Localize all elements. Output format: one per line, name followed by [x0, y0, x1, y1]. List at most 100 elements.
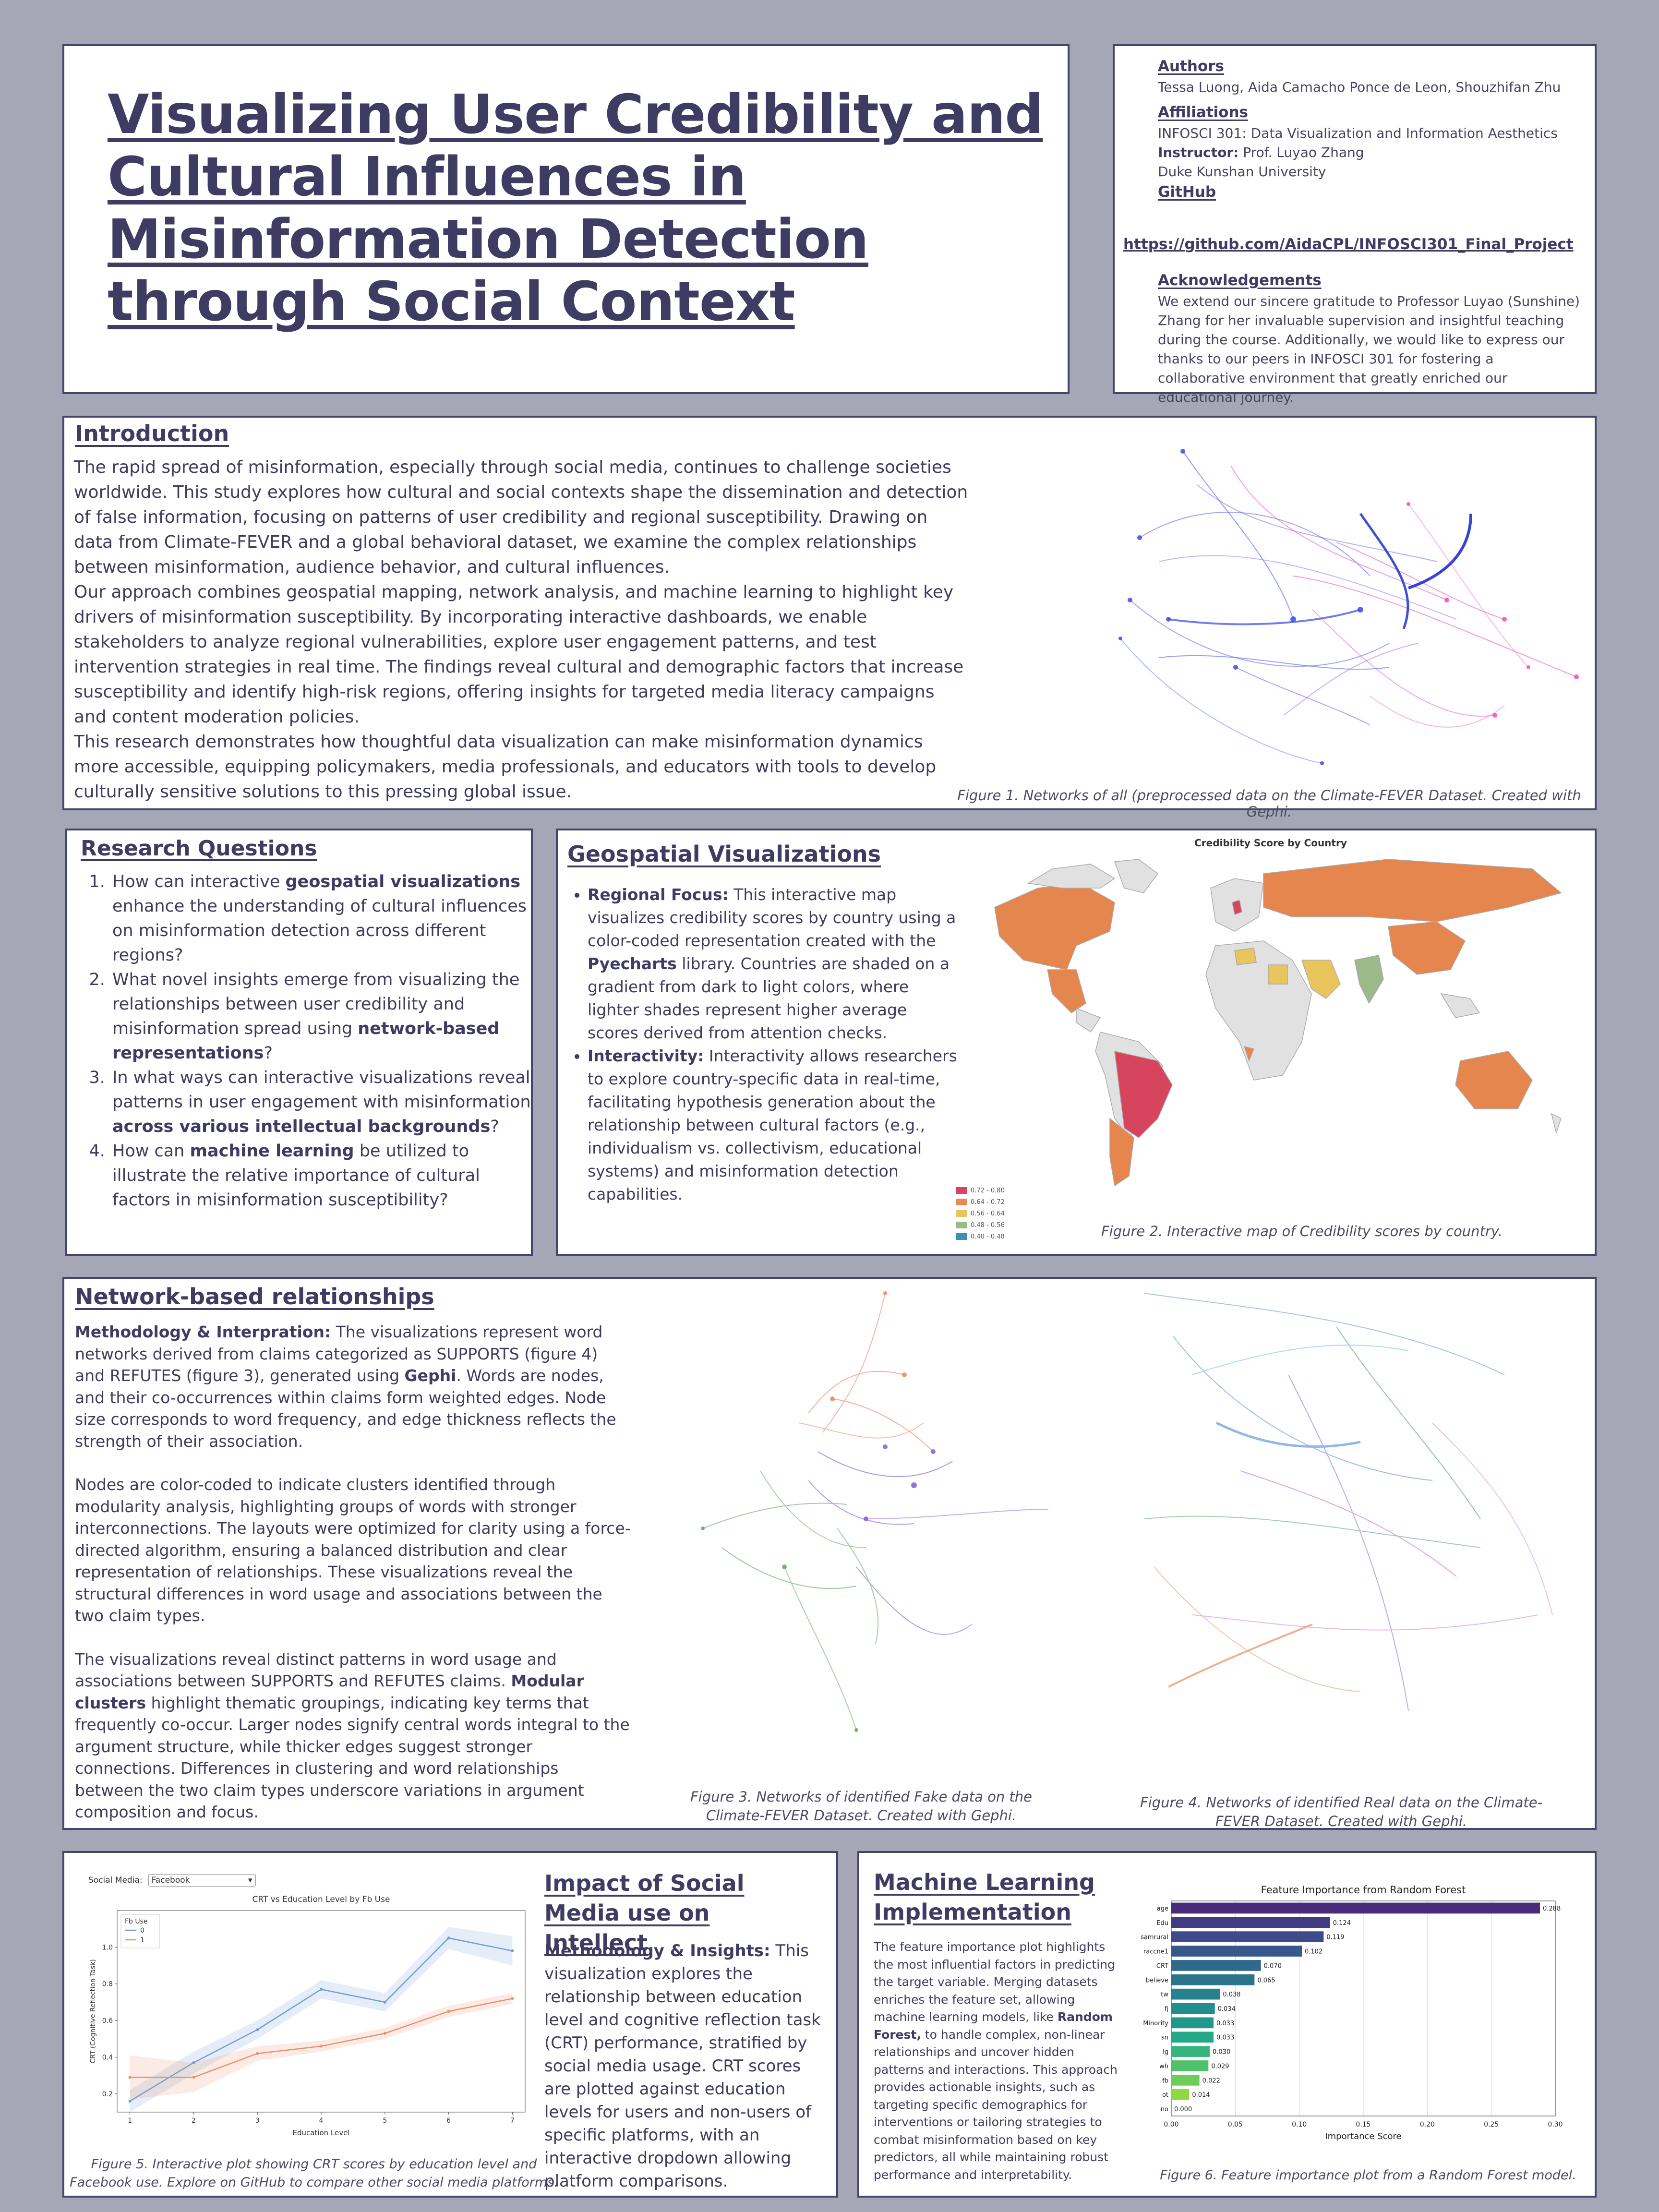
y-tick-label: 0.2 — [102, 2091, 113, 2098]
crt-y-axis-label: CRT (Cognitive Reflection Task) — [89, 1959, 97, 2063]
info-panel: Authors Tessa Luong, Aida Camacho Ponce … — [1113, 44, 1597, 405]
fi-category-label: no — [1161, 2106, 1168, 2113]
world-map[interactable] — [956, 850, 1585, 1205]
network-figures — [701, 1291, 1553, 1732]
data-point-series-0 — [128, 2100, 132, 2103]
instructor-line: Instructor: Prof. Luyao Zhang — [1158, 143, 1580, 162]
social-media-dropdown[interactable]: Facebook ▾ — [148, 1874, 256, 1887]
data-point-series-0 — [511, 1949, 514, 1952]
ml-heading: Machine Learning Implementation — [874, 1869, 1095, 1925]
impact-text: Methodology & Insights: This visualizati… — [544, 1941, 821, 2191]
map-title: Credibility Score by Country — [1194, 837, 1347, 849]
bar-fj — [1171, 2003, 1215, 2014]
fi-category-label: ig — [1163, 2049, 1168, 2056]
data-point-series-0 — [320, 1988, 323, 1991]
affiliations-heading: Affiliations — [1158, 104, 1248, 121]
introduction-heading: Introduction — [75, 421, 229, 446]
crt-legend-label: 0 — [140, 1927, 144, 1935]
network-panel: Network-based relationships Methodology … — [62, 1277, 1597, 1830]
instructor-name: Prof. Luyao Zhang — [1243, 144, 1364, 160]
instructor-label: Instructor: — [1158, 144, 1239, 160]
x-tick-label: 4 — [319, 2117, 324, 2125]
fi-category-label: fj — [1165, 2006, 1168, 2013]
fi-x-tick-label: 0.25 — [1484, 2121, 1499, 2128]
crt-legend: Fb Use 01 — [120, 1914, 160, 1948]
research-questions-panel: Research Questions How can interactive g… — [65, 829, 533, 1256]
github-link[interactable]: https://github.com/AidaCPL/INFOSCI301_Fi… — [1123, 236, 1574, 253]
bar-age — [1171, 1902, 1540, 1914]
data-point-series-1 — [256, 2052, 259, 2055]
bar-wh — [1171, 2060, 1209, 2071]
confidence-band-series-0 — [130, 1927, 513, 2112]
research-question-4: How can machine learning be utilized to … — [110, 1139, 542, 1213]
fi-value-label: 0.034 — [1218, 2006, 1236, 2013]
research-question-2: What novel insights emerge from visualiz… — [110, 968, 542, 1066]
bar-tw — [1171, 1988, 1220, 2000]
title-panel: Visualizing User Credibility and Cultura… — [62, 44, 1070, 394]
figure-3-fake-network — [702, 1293, 1049, 1731]
ml-text: The feature importance plot highlights t… — [874, 1940, 1118, 2182]
fi-value-label: 0.119 — [1326, 1934, 1344, 1941]
impact-heading: Impact of Social Media use on Intellect — [544, 1870, 745, 1956]
dropdown-value: Facebook — [151, 1875, 190, 1885]
fi-category-label: fb — [1162, 2077, 1168, 2084]
crt-x-axis-label: Education Level — [292, 2128, 349, 2137]
crt-education-chart: CRT vs Education Level by Fb Use 0.2 0.4 0.… — [89, 1895, 526, 2137]
fi-value-label: 0.029 — [1211, 2063, 1229, 2070]
research-questions-list: How can interactive geospatial visualiza… — [75, 870, 542, 1213]
bullet-regional-focus: Regional Focus: This interactive map vis… — [588, 883, 962, 1045]
intro-paragraph-2: Our approach combines geospatial mapping… — [74, 582, 964, 727]
bar-ig — [1171, 2046, 1210, 2057]
x-tick-label: 7 — [510, 2117, 515, 2125]
bar-samrural — [1171, 1931, 1324, 1943]
map-legend: 0.72 - 0.80 0.64 - 0.72 0.56 - 0.64 0.48… — [956, 1185, 1005, 1242]
fi-x-tick-label: 0.00 — [1164, 2121, 1178, 2128]
x-tick-label: 5 — [383, 2117, 387, 2125]
intro-paragraph-3: This research demonstrates how thoughtfu… — [74, 732, 937, 802]
github-heading: GitHub — [1158, 183, 1216, 201]
fi-x-tick-label: 0.30 — [1548, 2121, 1563, 2128]
bullet-interactivity: Interactivity: Interactivity allows rese… — [588, 1045, 962, 1206]
university-name: Duke Kunshan University — [1158, 164, 1326, 180]
fi-category-label: tw — [1161, 1991, 1168, 1998]
fi-category-label: wh — [1159, 2063, 1168, 2070]
crt-legend-box — [120, 1914, 160, 1948]
y-tick-label: 0.4 — [102, 2054, 113, 2061]
chevron-down-icon: ▾ — [248, 1875, 252, 1885]
fi-value-label: 0.038 — [1223, 1991, 1240, 1998]
data-point-series-0 — [447, 1936, 450, 1940]
bar-raccne1 — [1171, 1946, 1302, 1957]
fi-x-tick-label: 0.10 — [1292, 2121, 1307, 2128]
x-tick-label: 1 — [128, 2117, 132, 2125]
figure-5-caption: Figure 5. Interactive plot showing CRT s… — [70, 2157, 558, 2190]
introduction-panel: Introduction The rapid spread of misinfo… — [62, 416, 1597, 820]
bar-fb — [1171, 2074, 1200, 2086]
fi-category-label: CRT — [1156, 1962, 1168, 1970]
legend-item-4: 0.48 - 0.56 — [956, 1219, 1005, 1231]
research-question-1: How can interactive geospatial visualiza… — [110, 870, 542, 968]
fi-category-label: sn — [1161, 2034, 1168, 2042]
fi-value-label: 0.288 — [1543, 1905, 1561, 1912]
fi-value-label: 0.065 — [1257, 1977, 1275, 1984]
intro-paragraph-1: The rapid spread of misinformation, espe… — [74, 457, 968, 577]
crt-legend-label: 1 — [140, 1936, 144, 1944]
bar-believe — [1171, 1974, 1255, 1985]
data-point-series-1 — [447, 2010, 450, 2013]
ml-panel: Machine Learning Implementation The feat… — [857, 1851, 1597, 2198]
data-point-series-1 — [383, 2032, 386, 2035]
legend-item-1: 0.72 - 0.80 — [956, 1185, 1005, 1196]
y-tick-label: 1.0 — [102, 1944, 113, 1951]
fi-x-tick-label: 0.05 — [1228, 2121, 1243, 2128]
bar-Edu — [1171, 1917, 1330, 1928]
fi-category-label: ot — [1162, 2092, 1168, 2099]
figure-1-caption: Figure 1. Networks of all (preprocessed … — [957, 787, 1581, 820]
feature-importance-chart: Feature Importance from Random Forest 0.0… — [1141, 1884, 1563, 2141]
fi-x-tick-label: 0.20 — [1420, 2121, 1435, 2128]
x-tick-label: 2 — [192, 2117, 196, 2125]
bar-ot — [1171, 2089, 1190, 2100]
network-paragraph-1: Methodology & Interpration: The visualiz… — [75, 1322, 616, 1451]
figure-3-caption: Figure 3. Networks of identified Fake da… — [690, 1789, 1033, 1824]
data-point-series-0 — [192, 2061, 195, 2064]
data-point-series-1 — [320, 2044, 323, 2048]
fi-chart-title: Feature Importance from Random Forest — [1261, 1884, 1466, 1896]
